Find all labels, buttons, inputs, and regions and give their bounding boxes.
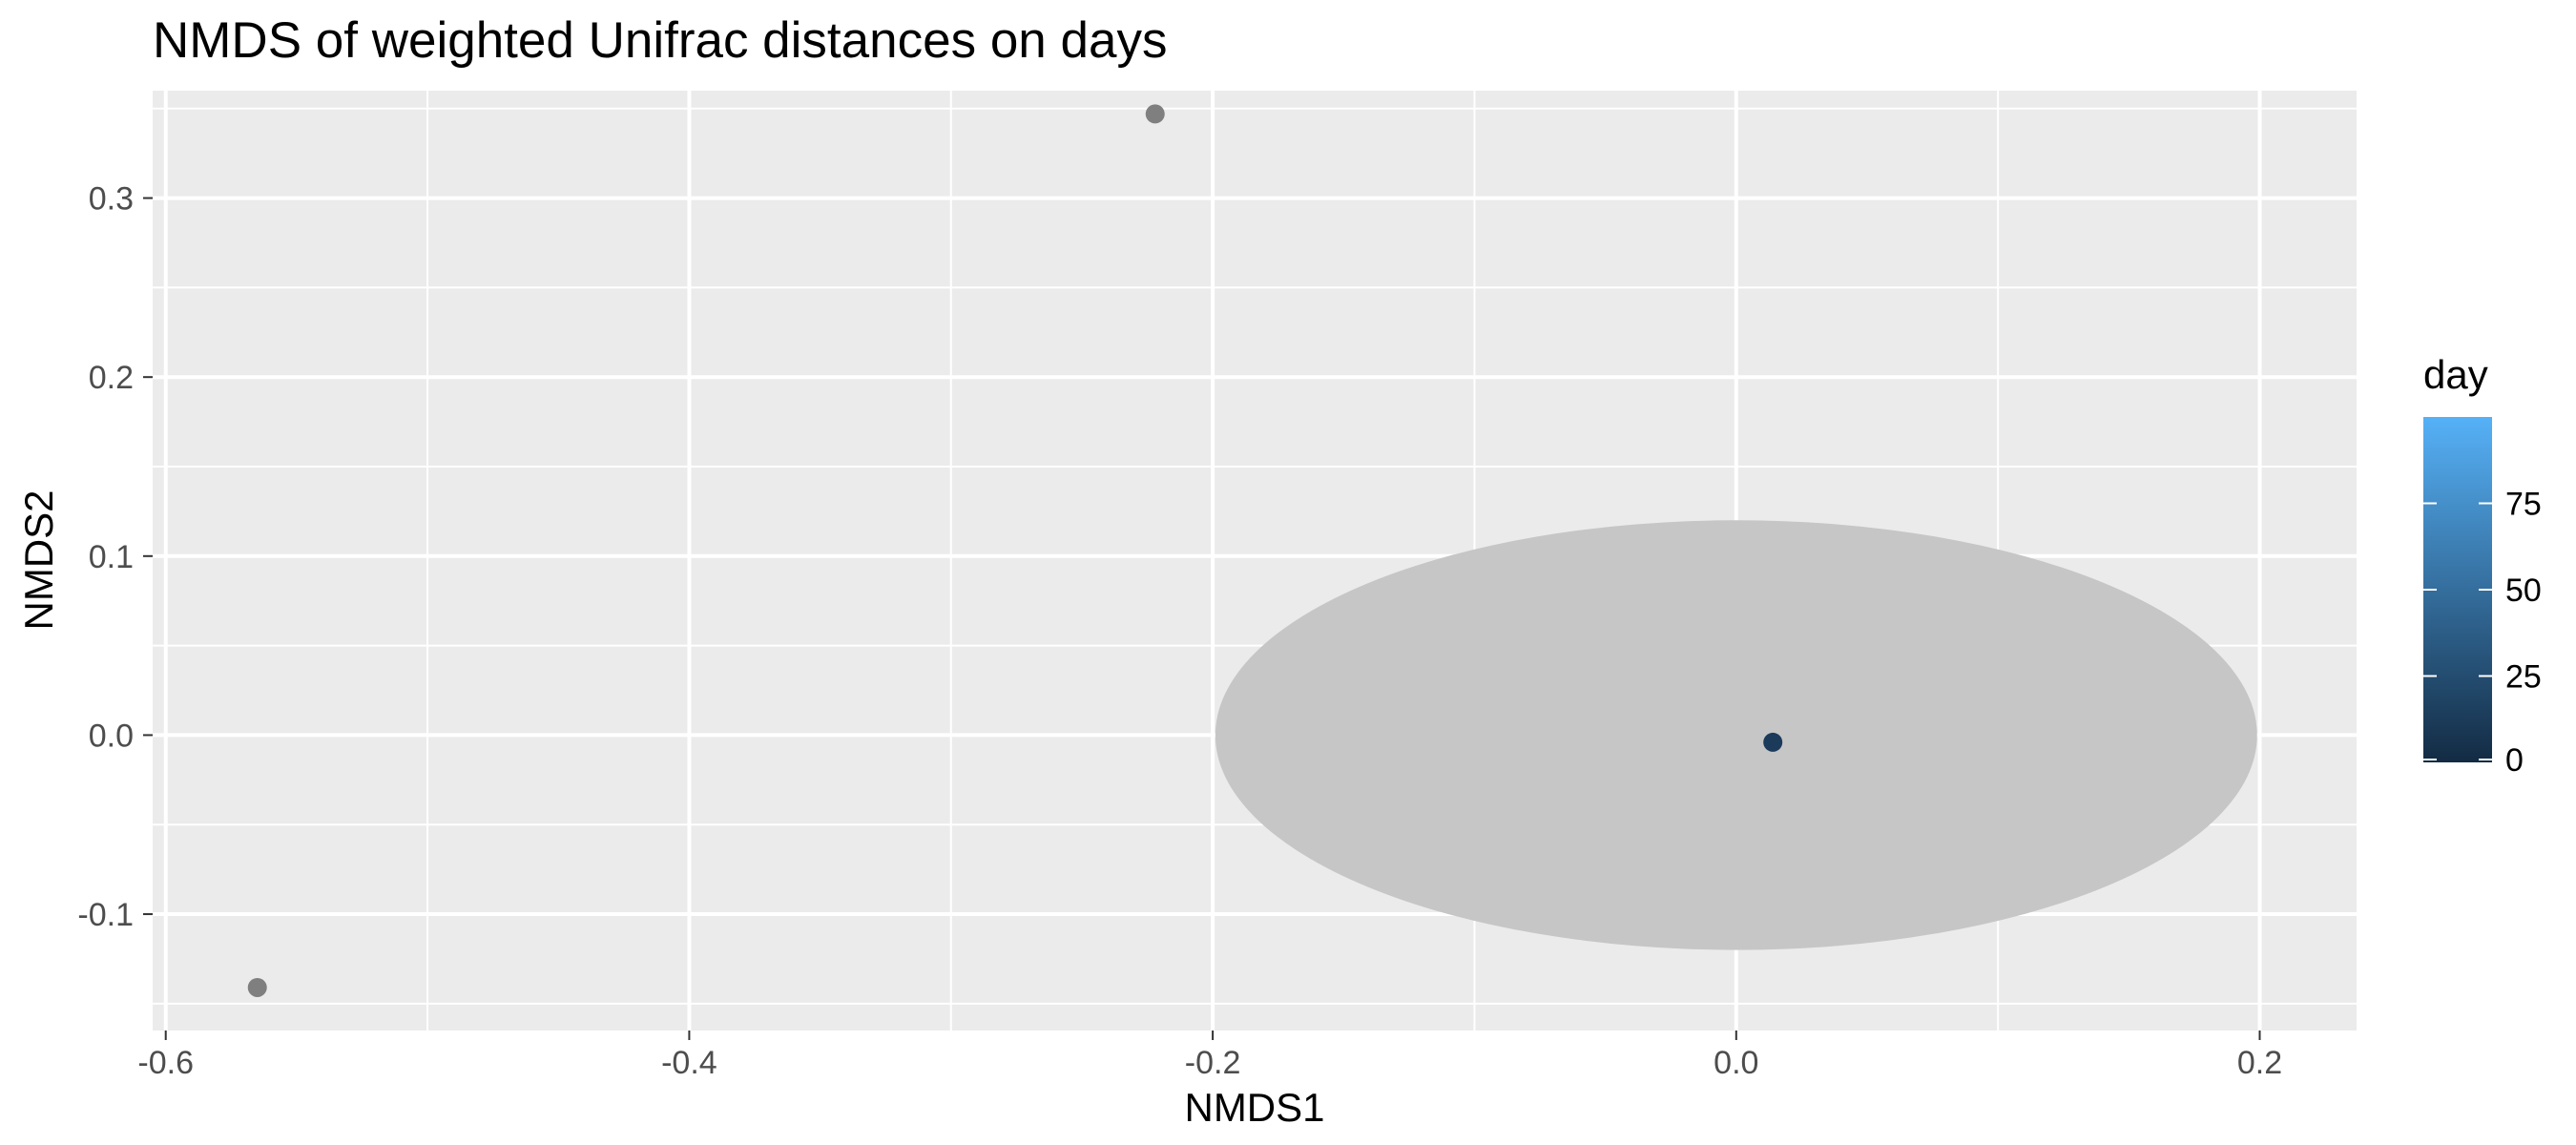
legend-tick-label: 75	[2505, 487, 2542, 523]
data-point	[247, 977, 267, 997]
y-tick-label: 0.1	[89, 539, 134, 575]
y-axis-title: NMDS2	[16, 489, 61, 630]
chart-title: NMDS of weighted Unifrac distances on da…	[153, 12, 1167, 69]
legend-ticks: 0 25 50 75	[2423, 487, 2542, 779]
x-tick-label: 0.2	[2237, 1045, 2282, 1081]
x-tick-label: -0.6	[137, 1045, 194, 1081]
legend-tick-label: 0	[2505, 742, 2524, 779]
y-tick-label: -0.1	[77, 897, 134, 933]
confidence-ellipse	[1215, 520, 2257, 950]
data-point	[1763, 732, 1783, 752]
color-legend: day 0 25 50 75	[2423, 352, 2542, 779]
x-tick-label: 0.0	[1714, 1045, 1758, 1081]
data-marks	[247, 104, 2257, 997]
y-tick-label: 0.0	[89, 718, 134, 754]
x-axis-title: NMDS1	[1184, 1085, 1324, 1130]
x-tick-label: -0.2	[1185, 1045, 1241, 1081]
y-tick-label: 0.3	[89, 181, 134, 218]
legend-tick-label: 50	[2505, 572, 2542, 609]
data-point	[1145, 104, 1165, 124]
legend-tick-label: 25	[2505, 659, 2542, 696]
x-tick-label: -0.4	[661, 1045, 717, 1081]
y-axis: -0.1 0.0 0.1 0.2 0.3	[77, 181, 153, 933]
legend-title: day	[2423, 352, 2488, 397]
y-tick-label: 0.2	[89, 360, 134, 396]
x-axis: -0.6 -0.4 -0.2 0.0 0.2	[137, 1030, 2282, 1081]
